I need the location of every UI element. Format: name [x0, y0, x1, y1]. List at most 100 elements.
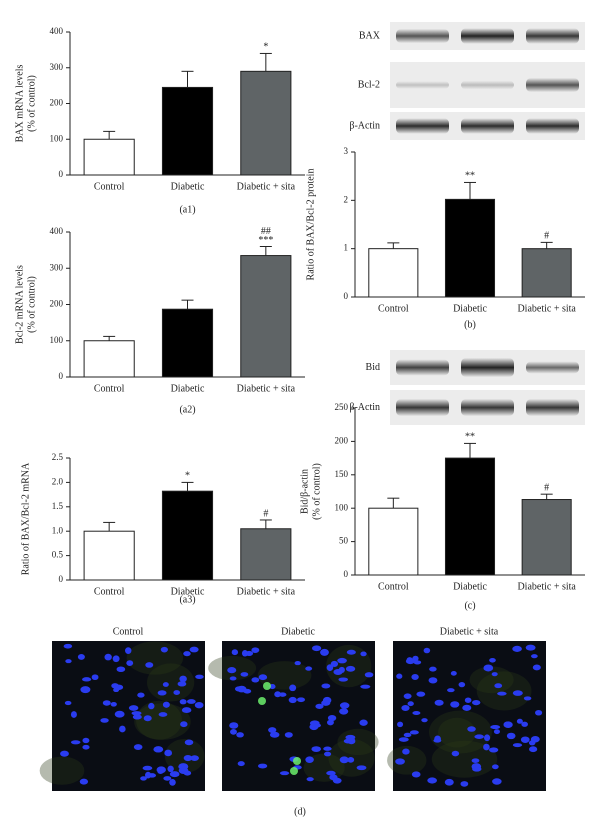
micrograph-title: Diabetic + sita [440, 626, 499, 637]
nucleus [411, 771, 421, 778]
nucleus [64, 700, 72, 706]
nucleus [413, 660, 422, 665]
nucleus [128, 705, 139, 711]
y-tick-label: 2 [344, 194, 349, 204]
nucleus [329, 774, 338, 781]
y-axis-label: BAX mRNA levels [14, 65, 25, 143]
nucleus [339, 708, 349, 715]
nucleus [464, 697, 472, 703]
nucleus [169, 779, 176, 786]
nucleus [77, 653, 85, 660]
x-tick-label: Control [378, 581, 409, 592]
nucleus [532, 664, 541, 671]
x-tick-label: Diabetic [171, 586, 205, 597]
nucleus [148, 702, 155, 710]
bar [83, 138, 135, 176]
y-tick-label: 0.5 [52, 550, 64, 560]
nucleus [279, 771, 290, 776]
nucleus [294, 660, 301, 666]
nucleus [402, 748, 410, 755]
nucleus [535, 709, 543, 716]
nucleus [401, 705, 410, 711]
nucleus [60, 750, 69, 757]
nucleus [179, 699, 187, 705]
nucleus [356, 765, 367, 771]
nucleus [444, 778, 454, 786]
y-axis-label: (% of control) [311, 463, 322, 520]
bar [521, 248, 572, 298]
nucleus [460, 781, 469, 787]
nucleus [326, 664, 334, 672]
nucleus [416, 691, 426, 697]
bar [444, 198, 496, 298]
x-tick-label: Control [378, 303, 409, 314]
nucleus [490, 724, 501, 730]
tunel-positive [263, 682, 271, 690]
blot-label: BAX [359, 30, 381, 41]
nucleus [234, 686, 244, 692]
nucleus [320, 648, 329, 656]
tissue-glow [136, 700, 182, 740]
y-axis-label: Bid/β-actin [299, 469, 310, 514]
nucleus [497, 691, 507, 696]
nucleus [160, 646, 168, 653]
nucleus [231, 649, 239, 656]
x-tick-label: Diabetic [171, 383, 205, 394]
nucleus [183, 651, 191, 657]
nucleus [100, 718, 109, 723]
nucleus [305, 666, 313, 671]
nucleus [142, 765, 153, 771]
blot-label: Bcl-2 [358, 79, 380, 90]
y-axis-label: Ratio of BAX/Bcl-2 mRNA [20, 462, 31, 575]
bar [240, 528, 292, 581]
y-tick-label: 0 [344, 291, 349, 301]
y-tick-label: 0 [59, 371, 64, 381]
nucleus [492, 778, 502, 785]
nucleus [516, 718, 523, 724]
nucleus [474, 734, 484, 739]
blot-band [526, 399, 579, 416]
nucleus [65, 659, 72, 664]
nucleus [190, 755, 199, 761]
nucleus [306, 777, 314, 782]
micrograph-title: Diabetic [281, 626, 315, 637]
nucleus [82, 744, 90, 750]
nucleus [322, 696, 332, 704]
blot-label: β-Actin [349, 120, 380, 131]
nucleus [236, 732, 244, 738]
nucleus [512, 743, 523, 748]
nucleus [321, 683, 331, 689]
nucleus [311, 746, 322, 752]
bar [368, 248, 419, 298]
bar [83, 530, 135, 581]
nucleus [113, 688, 120, 693]
nucleus [119, 725, 126, 733]
nucleus [82, 737, 90, 744]
nucleus [347, 757, 355, 763]
nucleus [364, 672, 374, 678]
bar [521, 499, 572, 576]
nucleus [184, 739, 194, 746]
y-tick-label: 400 [50, 26, 64, 36]
blot-band [461, 399, 514, 416]
y-tick-label: 0 [59, 169, 64, 179]
nucleus [398, 737, 409, 742]
nucleus [145, 771, 152, 779]
nucleus [297, 697, 306, 703]
nucleus [229, 722, 239, 729]
y-tick-label: 200 [50, 299, 64, 309]
nucleus [450, 701, 460, 708]
nucleus [406, 657, 413, 663]
tunel-positive [293, 757, 301, 765]
nucleus [360, 651, 367, 657]
blot-band [396, 29, 449, 43]
nucleus [104, 653, 112, 661]
nucleus [403, 732, 412, 738]
panel-label: (d) [294, 806, 306, 817]
nucleus [429, 666, 437, 672]
nucleus [162, 682, 169, 687]
y-axis-label: (% of control) [26, 75, 37, 132]
nucleus [447, 688, 455, 693]
nucleus [82, 677, 92, 682]
micrograph-title: Control [113, 626, 144, 637]
